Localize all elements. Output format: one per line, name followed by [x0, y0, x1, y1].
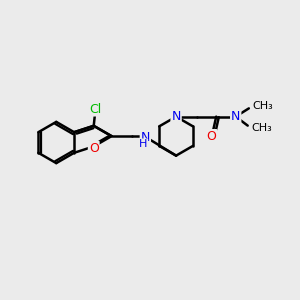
Text: N: N: [171, 110, 181, 123]
Text: O: O: [89, 142, 99, 155]
Text: CH₃: CH₃: [251, 123, 272, 133]
Text: Cl: Cl: [89, 103, 102, 116]
Text: N: N: [141, 131, 150, 144]
Text: N: N: [231, 110, 240, 123]
Text: H: H: [139, 140, 147, 149]
Text: CH₃: CH₃: [253, 101, 273, 111]
Text: O: O: [206, 130, 216, 143]
